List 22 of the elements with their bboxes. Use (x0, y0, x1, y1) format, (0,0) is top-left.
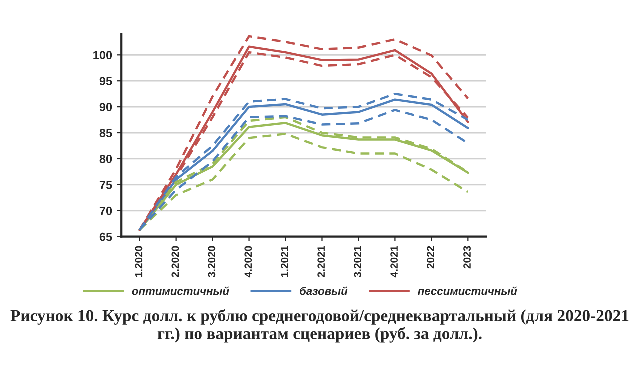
y-tick-label: 75 (100, 181, 112, 190)
y-tick-label: 100 (94, 51, 112, 60)
y-tick-label: 65 (100, 232, 112, 242)
text: Рисунок 10. Курс долл. к рублю среднегодовой/среднеквартальный (для 2020-2021 гг.) по вариантам сценариев (руб. за долл.). (10, 309, 629, 343)
legend-label: базовый (300, 286, 348, 296)
legend-label: пессимистичный (418, 286, 518, 296)
x-tick-label: 2022 (427, 246, 434, 269)
x-tick-label: 4.2020 (244, 246, 252, 278)
x-tick-label: 3.2020 (208, 246, 216, 278)
y-tick-label: 85 (100, 129, 112, 138)
x-tick-label: 2.2020 (172, 246, 180, 278)
x-tick-label: 4.2021 (390, 246, 398, 278)
x-tick-label: 3.2021 (354, 246, 362, 278)
x-tick-label: 2.2021 (318, 246, 326, 278)
x-tick-label: 1.2020 (135, 246, 143, 278)
y-tick-label: 95 (100, 77, 112, 86)
x-tick-label: 2023 (464, 246, 471, 269)
y-tick-label: 80 (100, 155, 112, 164)
legend-label: оптимистичный (132, 286, 230, 296)
x-tick-label: 1.2021 (281, 246, 289, 278)
y-tick-label: 70 (100, 206, 112, 216)
y-tick-label: 90 (100, 103, 112, 112)
